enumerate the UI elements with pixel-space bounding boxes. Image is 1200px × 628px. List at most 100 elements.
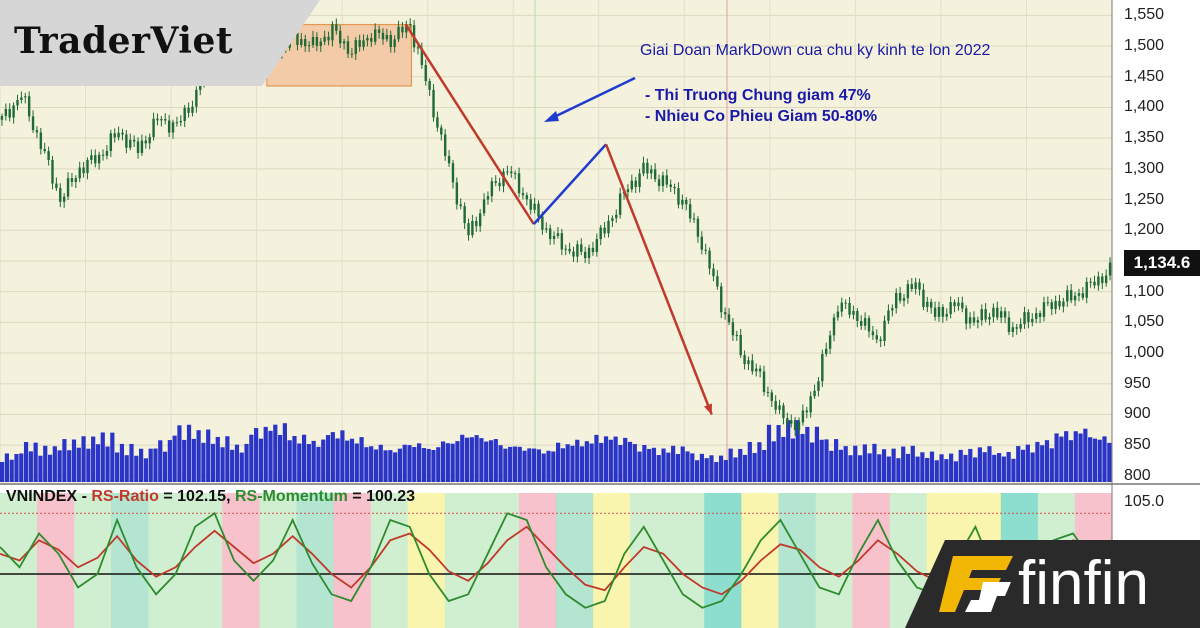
candle-body: [836, 311, 840, 318]
volume-bar: [455, 441, 460, 482]
candle-body: [887, 310, 890, 321]
candle-body: [821, 353, 824, 382]
candle-body: [615, 214, 618, 219]
candle-body: [941, 307, 945, 317]
candle-body: [335, 24, 338, 31]
candle-body: [673, 187, 676, 189]
rs-band: [778, 493, 816, 628]
candle-body: [319, 41, 322, 46]
candle-body: [755, 368, 758, 372]
candle-body: [541, 216, 544, 230]
volume-bar: [795, 420, 800, 482]
candle-body: [510, 171, 513, 174]
candle-body: [898, 292, 902, 301]
volume-bar: [52, 446, 57, 482]
candle-body: [650, 169, 653, 174]
volume-bar: [790, 438, 796, 482]
candle-body: [1081, 293, 1085, 298]
candle-body: [1093, 281, 1096, 286]
rs-band: [148, 493, 186, 628]
volume-bar: [4, 453, 9, 482]
volume-bar: [254, 428, 259, 482]
candle-body: [860, 321, 863, 326]
volume-bar: [71, 439, 77, 482]
volume-bar: [1016, 446, 1021, 482]
volume-bar: [992, 454, 997, 482]
rs-band: [630, 493, 668, 628]
volume-bar: [244, 443, 249, 482]
volume-bar: [742, 454, 748, 482]
candle-body: [723, 312, 727, 315]
volume-bar: [675, 453, 681, 482]
volume-bar: [584, 441, 589, 482]
rs-axis-tick: 105.0: [1124, 493, 1165, 510]
candle-body: [778, 405, 781, 410]
candle-body: [607, 220, 610, 234]
candle-body: [1042, 302, 1046, 317]
candle-body: [16, 99, 19, 106]
volume-bar: [186, 424, 192, 482]
candle-body: [304, 39, 307, 47]
volume-bar: [426, 448, 431, 482]
candle-body: [105, 150, 109, 156]
grid-lines: [0, 0, 1113, 482]
volume-bar: [182, 439, 187, 482]
volume-bar: [589, 443, 594, 482]
volume-bar: [383, 450, 388, 482]
candle-body: [1101, 276, 1104, 284]
candle-body: [1097, 276, 1100, 286]
volume-bar: [829, 450, 834, 482]
candle-body: [692, 218, 696, 220]
volume-bar: [656, 455, 661, 482]
candle-body: [109, 133, 113, 151]
rs-band: [222, 493, 260, 628]
volume-bar: [579, 446, 585, 482]
rs-band: [37, 493, 75, 628]
candle-body: [556, 233, 560, 236]
volume-bar: [532, 448, 537, 482]
candle-body: [156, 118, 159, 121]
volume-bar: [953, 461, 959, 482]
candle-body: [1066, 290, 1069, 302]
candle-body: [914, 282, 917, 289]
volume-bar: [881, 449, 887, 482]
volume-bar: [886, 456, 891, 482]
volume-bar: [1097, 439, 1102, 482]
volume-bar: [162, 451, 168, 482]
candle-body: [856, 310, 859, 322]
volume-bar: [800, 433, 805, 482]
annotation-bullet-2: - Nhieu Co Phieu Giam 50-80%: [645, 108, 878, 125]
candle-body: [525, 195, 529, 200]
price-axis-tick: 900: [1124, 405, 1151, 423]
volume-bar: [402, 444, 407, 482]
volume-bar: [699, 453, 704, 482]
candle-body: [31, 116, 35, 131]
volume-bar: [1020, 449, 1026, 482]
price-axis-tick: 1,400: [1124, 98, 1165, 116]
candle-body: [708, 250, 711, 269]
candle-body: [883, 320, 886, 342]
candle-body: [766, 391, 770, 393]
candle-body: [94, 155, 97, 164]
candle-body: [78, 167, 81, 179]
volume-bar: [273, 424, 278, 482]
candle-body: [90, 155, 93, 160]
volume-bar: [958, 449, 963, 482]
rs-band: [518, 493, 557, 628]
candle-body: [782, 405, 785, 419]
volume-bar: [814, 426, 820, 482]
volume-bar: [1073, 431, 1078, 482]
volume-bar: [608, 439, 613, 482]
volume-bar: [143, 458, 148, 482]
candle-body: [591, 247, 595, 253]
candle-body: [576, 244, 579, 257]
candle-body: [646, 162, 649, 174]
volume-bar: [968, 448, 973, 482]
volume-bar: [1025, 444, 1030, 482]
volume-bar: [421, 448, 426, 482]
candle-body: [175, 122, 179, 124]
candle-body: [342, 41, 346, 44]
candle-body: [354, 40, 357, 54]
